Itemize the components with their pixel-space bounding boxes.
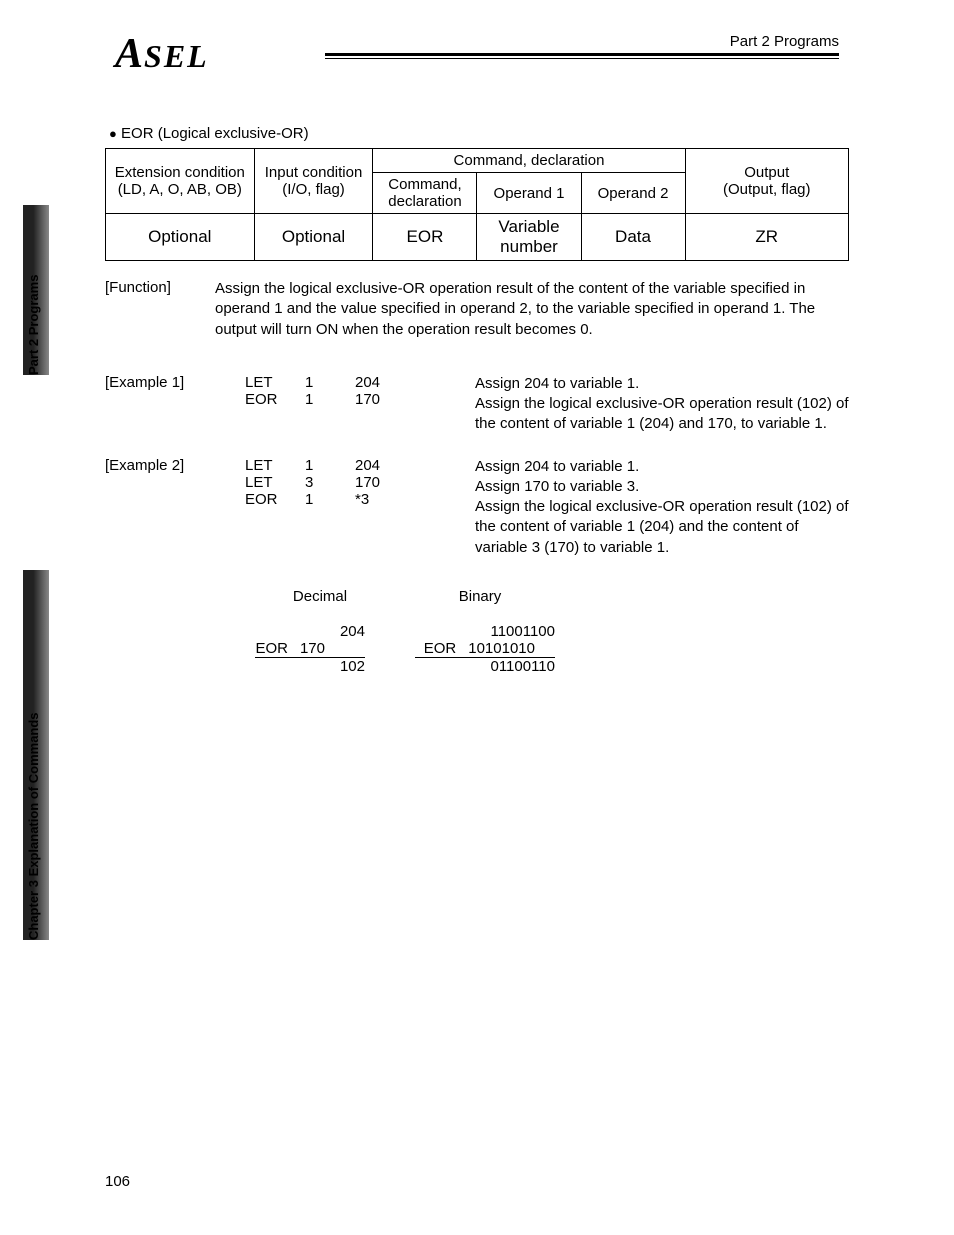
- basis-head-decimal: Decimal: [235, 588, 405, 605]
- section-title: ● EOR (Logical exclusive-OR): [105, 125, 849, 142]
- td-operand2: Data: [581, 214, 685, 261]
- th-command-group: Command, declaration: [373, 149, 685, 173]
- brand-logo: ASEL: [115, 30, 209, 78]
- function-block: [Function] Assign the logical exclusive-…: [105, 279, 849, 340]
- td-operand1: Variable number: [477, 214, 581, 261]
- side-label-chapter: Chapter 3 Explanation of Commands: [26, 712, 41, 940]
- th-output: Output (Output, flag): [685, 149, 848, 214]
- header-caption: Part 2 Programs: [730, 33, 839, 50]
- th-command-decl: Command, declaration: [373, 173, 477, 214]
- th-operand1: Operand 1: [477, 173, 581, 214]
- example1-code: LET 1 204 EOR 1 170: [245, 374, 475, 435]
- bullet-icon: ●: [109, 126, 117, 141]
- td-extension: Optional: [106, 214, 255, 261]
- example2-code: LET 1 204 LET 3 170 EOR 1 *3: [245, 457, 475, 558]
- page-number: 106: [105, 1173, 130, 1190]
- side-label-part: Part 2 Programs: [26, 275, 41, 375]
- basis-block: Decimal Binary 204 EOR170 102 11001100 E…: [235, 588, 849, 675]
- basis-binary-col: 11001100 EOR10101010 01100110: [405, 623, 575, 675]
- example2-label: [Example 2]: [105, 457, 245, 558]
- function-label: [Function]: [105, 279, 215, 340]
- example2-block: [Example 2] LET 1 204 LET 3 170 EOR 1 *3: [105, 457, 849, 558]
- td-output: ZR: [685, 214, 848, 261]
- example1-label: [Example 1]: [105, 374, 245, 435]
- th-extension: Extension condition (LD, A, O, AB, OB): [106, 149, 255, 214]
- header-rule-thick: [325, 53, 839, 56]
- command-table: Extension condition (LD, A, O, AB, OB) I…: [105, 148, 849, 261]
- function-text: Assign the logical exclusive-OR operatio…: [215, 279, 849, 340]
- td-input: Optional: [254, 214, 373, 261]
- basis-head-binary: Binary: [405, 588, 555, 605]
- header-rule-thin: [325, 58, 839, 59]
- example1-block: [Example 1] LET 1 204 EOR 1 170 Assign 2…: [105, 374, 849, 435]
- example1-desc: Assign 204 to variable 1. Assign the log…: [475, 374, 849, 435]
- td-command: EOR: [373, 214, 477, 261]
- th-input: Input condition (I/O, flag): [254, 149, 373, 214]
- section-title-text: EOR (Logical exclusive-OR): [121, 125, 309, 142]
- th-operand2: Operand 2: [581, 173, 685, 214]
- example2-desc: Assign 204 to variable 1. Assign 170 to …: [475, 457, 849, 558]
- basis-decimal-col: 204 EOR170 102: [235, 623, 405, 675]
